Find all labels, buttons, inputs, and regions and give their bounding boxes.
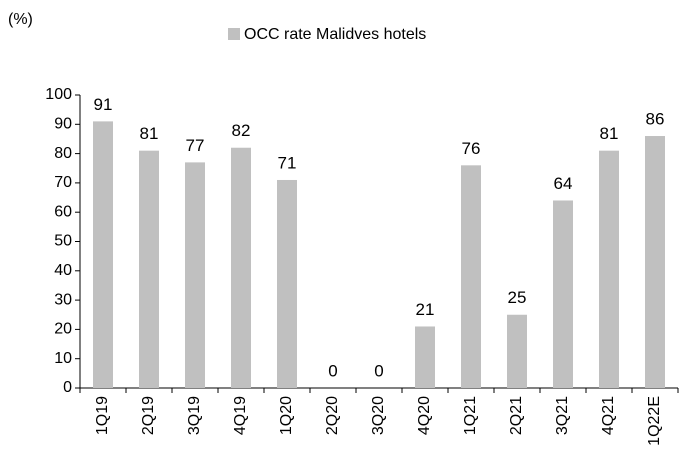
legend-swatch <box>228 28 240 40</box>
bar <box>553 200 573 388</box>
data-label: 25 <box>508 288 527 307</box>
y-tick-label: 100 <box>45 86 72 103</box>
data-label: 0 <box>328 361 337 380</box>
data-label: 0 <box>374 361 383 380</box>
data-label: 21 <box>416 300 435 319</box>
y-tick-label: 20 <box>54 321 72 338</box>
y-tick-label: 90 <box>54 116 72 133</box>
y-tick-label: 70 <box>54 174 72 191</box>
bar <box>415 326 435 388</box>
data-label: 81 <box>600 124 619 143</box>
x-tick-label: 1Q21 <box>462 396 479 435</box>
bar <box>599 150 619 388</box>
bar <box>507 314 527 388</box>
x-tick-label: 2Q19 <box>140 396 157 435</box>
x-tick-label: 4Q20 <box>416 396 433 435</box>
x-tick-label: 2Q21 <box>508 396 525 435</box>
data-label: 91 <box>94 95 113 114</box>
data-label: 81 <box>140 124 159 143</box>
data-label: 71 <box>278 153 297 172</box>
x-tick-label: 3Q19 <box>186 396 203 435</box>
x-tick-label: 4Q21 <box>600 396 617 435</box>
x-tick-label: 1Q19 <box>94 396 111 435</box>
bar <box>185 162 205 388</box>
data-label: 64 <box>554 174 573 193</box>
y-tick-label: 30 <box>54 291 72 308</box>
y-tick-label: 40 <box>54 262 72 279</box>
y-tick-label: 0 <box>63 379 72 396</box>
y-tick-label: 80 <box>54 145 72 162</box>
bar <box>277 179 297 388</box>
data-label: 82 <box>232 121 251 140</box>
x-tick-label: 3Q21 <box>554 396 571 435</box>
x-tick-label: 4Q19 <box>232 396 249 435</box>
y-tick-label: 10 <box>54 350 72 367</box>
x-tick-label: 3Q20 <box>370 396 387 435</box>
bar <box>139 150 159 388</box>
data-label: 86 <box>646 110 665 129</box>
bar <box>93 121 113 389</box>
y-tick-label: 60 <box>54 203 72 220</box>
y-axis-label: (%) <box>8 11 33 28</box>
data-label: 77 <box>186 136 205 155</box>
y-tick-label: 50 <box>54 233 72 250</box>
x-tick-label: 1Q20 <box>278 396 295 435</box>
data-label: 76 <box>462 139 481 158</box>
x-tick-label: 1Q22E <box>646 396 663 446</box>
x-tick-label: 2Q20 <box>324 396 341 435</box>
legend-label: OCC rate Malidves hotels <box>244 26 426 43</box>
bar <box>461 165 481 388</box>
bar <box>645 136 665 388</box>
bar <box>231 147 251 388</box>
